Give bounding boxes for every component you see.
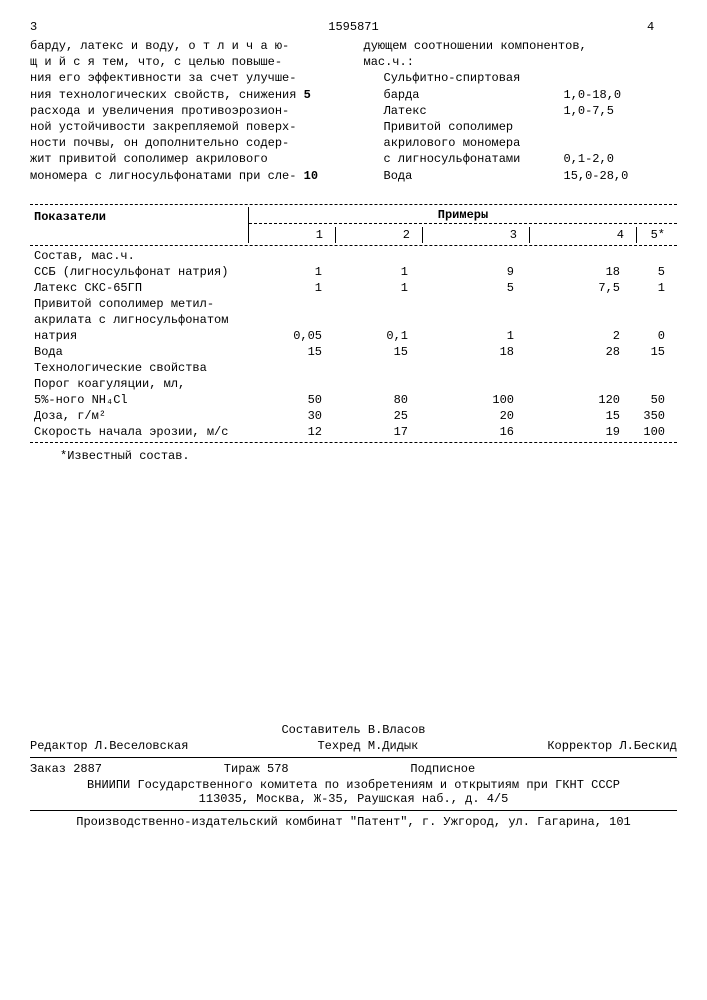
- table-row: 5%-ного NH₄Cl508010012050: [30, 392, 677, 408]
- text-line: мас.ч.:: [364, 54, 678, 70]
- left-page-num: 3: [30, 20, 60, 34]
- text-line: ной устойчивости закрепляемой поверх-: [30, 119, 344, 135]
- col-indicator: Показатели: [30, 207, 249, 227]
- ratio-label: акрилового мономера: [384, 135, 564, 151]
- right-column: дующем соотношении компонентов, мас.ч.: …: [364, 38, 678, 184]
- table-row: Вода1515182815: [30, 344, 677, 360]
- text-line: ния технологических свойств, снижения 5: [30, 87, 344, 103]
- right-page-num: 4: [647, 20, 677, 34]
- section-label: Состав, мас.ч.: [30, 248, 677, 264]
- podpisnoe: Подписное: [410, 762, 475, 776]
- ratio-label: Вода: [384, 168, 564, 184]
- ratio-value: 15,0-28,0: [564, 168, 629, 184]
- table-row: акрилата с лигносульфонатом: [30, 312, 677, 328]
- editor: Редактор Л.Веселовская: [30, 739, 188, 753]
- text-line: жит привитой сополимер акрилового: [30, 151, 344, 167]
- table-top-rule: [30, 204, 677, 205]
- line-number-5: 5: [304, 87, 314, 103]
- table-header-row: Показатели Примеры: [30, 207, 677, 224]
- col-examples: Примеры: [249, 207, 678, 224]
- ratio-value: 1,0-7,5: [564, 103, 614, 119]
- table-row: ССБ (лигносульфонат натрия)119185: [30, 264, 677, 280]
- col-num: 5*: [637, 227, 678, 243]
- col-num: 2: [336, 227, 423, 243]
- data-table-cols: 1 2 3 4 5*: [30, 227, 677, 243]
- line-number-10: 10: [304, 168, 314, 184]
- data-table: Показатели Примеры: [30, 207, 677, 227]
- table-row: Доза, г/м²30252015350: [30, 408, 677, 424]
- print-row: Заказ 2887 Тираж 578 Подписное: [30, 762, 677, 776]
- table-row: Состав, мас.ч.: [30, 248, 677, 264]
- col-num: 1: [249, 227, 336, 243]
- text-line: мономера с лигносульфонатами при сле- 10: [30, 168, 344, 184]
- table-row: Привитой сополимер метил-: [30, 296, 677, 312]
- ratio-value: 0,1-2,0: [564, 151, 614, 167]
- tehred: Техред М.Дидык: [317, 739, 418, 753]
- org2: Производственно-издательский комбинат "П…: [30, 815, 677, 829]
- colophon: Составитель В.Власов Редактор Л.Веселовс…: [30, 723, 677, 829]
- text-line: барду, латекс и воду, о т л и ч а ю-: [30, 38, 344, 54]
- table-row: натрия0,050,1120: [30, 328, 677, 344]
- ratio-value: 1,0-18,0: [564, 87, 622, 103]
- doc-number: 1595871: [60, 20, 647, 34]
- text-line: расхода и увеличения противоэрозион-: [30, 103, 344, 119]
- compiler: Составитель В.Власов: [30, 723, 677, 737]
- table-row: Порог коагуляции, мл,: [30, 376, 677, 392]
- text-line: щ и й с я тем, что, с целью повыше-: [30, 54, 344, 70]
- table-row: Технологические свойства: [30, 360, 677, 376]
- tirazh: Тираж 578: [224, 762, 289, 776]
- col-num: 4: [530, 227, 637, 243]
- org1: ВНИИПИ Государственного комитета по изоб…: [30, 778, 677, 792]
- colophon-rule: [30, 757, 677, 758]
- corrector: Корректор Л.Бескид: [547, 739, 677, 753]
- table-row: Скорость начала эрозии, м/с12171619100: [30, 424, 677, 440]
- body-columns: барду, латекс и воду, о т л и ч а ю- щ и…: [30, 38, 677, 184]
- colophon-rule: [30, 810, 677, 811]
- table-row: Латекс СКС-65ГП1157,51: [30, 280, 677, 296]
- ratio-label: Латекс: [384, 103, 564, 119]
- table-mid-rule: [30, 245, 677, 246]
- text-line: дующем соотношении компонентов,: [364, 38, 678, 54]
- col-num: 3: [423, 227, 530, 243]
- ratio-label: Сульфитно-спиртовая: [384, 70, 564, 86]
- table-bottom-rule: [30, 442, 677, 443]
- ratio-label: Привитой сополимер: [384, 119, 564, 135]
- text-line: ности почвы, он дополнительно содер-: [30, 135, 344, 151]
- left-column: барду, латекс и воду, о т л и ч а ю- щ и…: [30, 38, 344, 184]
- page-header: 3 1595871 4: [30, 20, 677, 34]
- data-table-body: Состав, мас.ч. ССБ (лигносульфонат натри…: [30, 248, 677, 440]
- staff-row: Редактор Л.Веселовская Техред М.Дидык Ко…: [30, 739, 677, 753]
- addr1: 113035, Москва, Ж-35, Раушская наб., д. …: [30, 792, 677, 806]
- order: Заказ 2887: [30, 762, 102, 776]
- ratio-label: с лигносульфонатами: [384, 151, 564, 167]
- footnote: *Известный состав.: [60, 449, 677, 463]
- ratio-label: барда: [384, 87, 564, 103]
- section-label: Технологические свойства: [30, 360, 677, 376]
- table-col-row: 1 2 3 4 5*: [30, 227, 677, 243]
- ratio-table: Сульфитно-спиртовая барда1,0-18,0 Латекс…: [384, 70, 678, 183]
- text-line: ния его эффективности за счет улучше-: [30, 70, 344, 86]
